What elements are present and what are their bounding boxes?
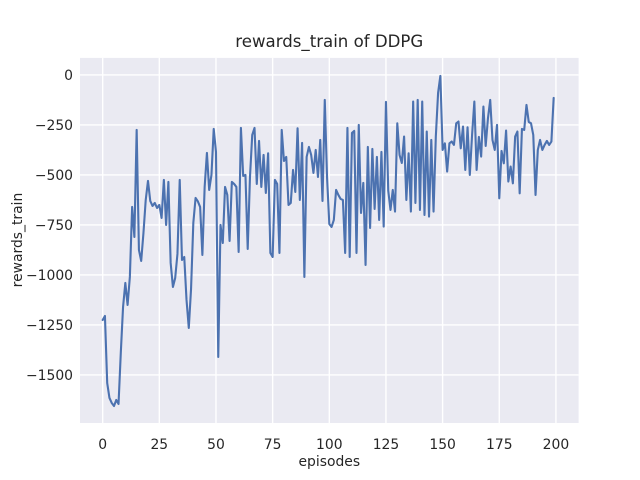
x-axis-label: episodes: [299, 454, 361, 470]
y-tick-label: −1250: [26, 318, 73, 334]
chart-title: rewards_train of DDPG: [235, 32, 423, 52]
y-tick-label: 0: [64, 68, 73, 84]
x-tick-label: 200: [543, 437, 570, 453]
x-tick-label: 75: [264, 437, 282, 453]
y-axis-label: rewards_train: [10, 193, 26, 288]
x-tick-label: 175: [486, 437, 513, 453]
y-tick-label: −250: [35, 118, 73, 134]
y-tick-label: −750: [35, 218, 73, 234]
y-tick-label: −500: [35, 168, 73, 184]
series-line-rewards_train: [101, 74, 555, 408]
plot-area: 0 25 50 75 100 125 150 175 200 0 −250 −500 −750 −1000…: [26, 57, 579, 453]
x-tick-label: 150: [429, 437, 456, 453]
x-tick-label: 50: [207, 437, 225, 453]
y-tick-label: −1500: [26, 368, 73, 384]
x-tick-label: 125: [373, 437, 400, 453]
x-tick-label: 25: [150, 437, 168, 453]
x-tick-label: 100: [316, 437, 343, 453]
x-tick-label: 0: [98, 437, 107, 453]
y-tick-label: −1000: [26, 268, 73, 284]
